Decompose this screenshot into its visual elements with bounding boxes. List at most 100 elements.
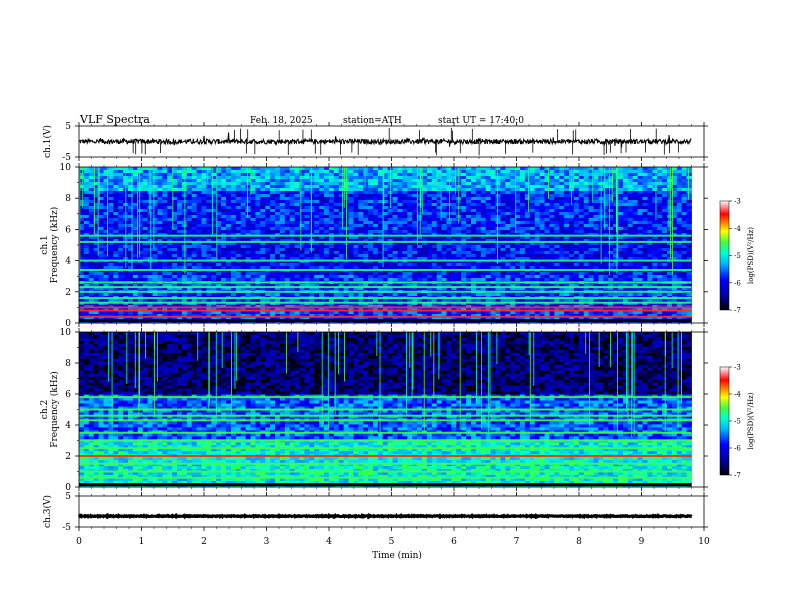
spectrogram-cell [270,167,275,170]
spectrogram-cell [623,203,628,206]
spectrogram-cell [211,173,216,176]
spectrogram-cell [143,224,148,227]
spectrogram-cell [525,221,530,224]
spectrogram-cell [638,263,643,266]
spectrogram-cell [579,218,584,221]
spectrogram-cell [564,248,569,251]
spectrogram-cell [520,227,525,230]
spectrogram-cell [662,215,667,218]
spectrogram-cell [192,206,197,209]
spectrogram-cell [113,275,118,278]
spectrogram-cell [687,176,692,179]
spectrogram-cell [510,173,515,176]
spectrogram-cell [270,224,275,227]
spectrogram-cell [300,254,305,257]
spectrogram-cell [667,185,672,188]
spectrogram-cell [500,179,505,182]
spectrogram-cell [647,170,652,173]
spectrogram-cell [579,215,584,218]
spectrogram-cell [84,176,89,179]
spectrogram-cell [471,176,476,179]
spectrogram-cell [231,167,236,170]
spectrogram-cell [304,185,309,188]
spectrogram-cell [211,248,216,251]
spectrogram-cell [427,224,432,227]
spectrogram-cell [476,254,481,257]
spectrogram-cell [535,203,540,206]
spectrogram-cell [461,197,466,200]
spectrogram-cell [574,185,579,188]
spectrogram-cell [628,251,633,254]
spectrogram-cell [603,272,608,275]
spectrogram-cell [491,221,496,224]
spectrogram-cell [442,272,447,275]
spectrogram-cell [202,182,207,185]
spectrogram-cell [603,263,608,266]
spectrogram-cell [427,173,432,176]
spectrogram-cell [672,278,677,281]
spectrogram-cell [442,275,447,278]
spectrogram-cell [388,218,393,221]
spectrogram-cell [549,215,554,218]
spectrogram-cell [402,170,407,173]
spectrogram-cell [579,263,584,266]
spectrogram-cell [319,251,324,254]
spectrogram-cell [373,278,378,281]
spectrogram-cell [138,227,143,230]
spectrogram-cell [300,218,305,221]
spectrogram-cell [437,254,442,257]
spectrogram-cell [275,197,280,200]
spectrogram-cell [211,185,216,188]
spectrogram-cell [206,182,211,185]
spectrogram-cell [427,248,432,251]
spectrogram-cell [255,176,260,179]
spectrogram-cell [427,218,432,221]
spectrogram-cell [309,254,314,257]
spectrogram-cell [422,224,427,227]
spectrogram-cell [202,230,207,233]
spectrogram-cell [363,188,368,191]
spectrogram-cell [407,266,412,269]
spectrogram-cell [545,221,550,224]
spectrogram-cell [623,251,628,254]
spectrogram-cell [491,185,496,188]
spectrogram-cell [647,224,652,227]
spectrogram-cell [633,251,638,254]
spectrogram-cell [221,272,226,275]
spectrogram-cell [530,188,535,191]
spectrogram-cell [402,230,407,233]
spectrogram-cell [402,251,407,254]
spectrogram-cell [236,173,241,176]
spectrogram-cell [113,182,118,185]
spectrogram-cell [554,227,559,230]
spectrogram-cell [667,182,672,185]
spectrogram-cell [481,170,486,173]
spectrogram-cell [402,197,407,200]
spectrogram-cell [177,278,182,281]
spectrogram-cell [633,248,638,251]
spectrogram-cell [118,185,123,188]
spectrogram-cell [510,179,515,182]
spectrogram-cell [285,275,290,278]
spectrogram-cell [662,248,667,251]
spectrogram-cell [143,185,148,188]
spectrogram-cell [177,275,182,278]
spectrogram-cell [241,173,246,176]
spectrogram-cell [608,263,613,266]
spectrogram-cell [358,272,363,275]
spectrogram-cell [647,251,652,254]
spectrogram-cell [143,230,148,233]
spectrogram-cell [128,191,133,194]
spectrogram-cell [280,209,285,212]
spectrogram-cell [177,176,182,179]
spectrogram-cell [461,248,466,251]
spectrogram-cell [481,215,486,218]
spectrogram-cell [197,245,202,248]
spectrogram-cell [402,182,407,185]
spectrogram-cell [104,245,109,248]
spectrogram-cell [349,206,354,209]
spectrogram-cell [275,245,280,248]
spectrogram-cell [515,248,520,251]
spectrogram-cell [667,206,672,209]
spectrogram-cell [275,173,280,176]
